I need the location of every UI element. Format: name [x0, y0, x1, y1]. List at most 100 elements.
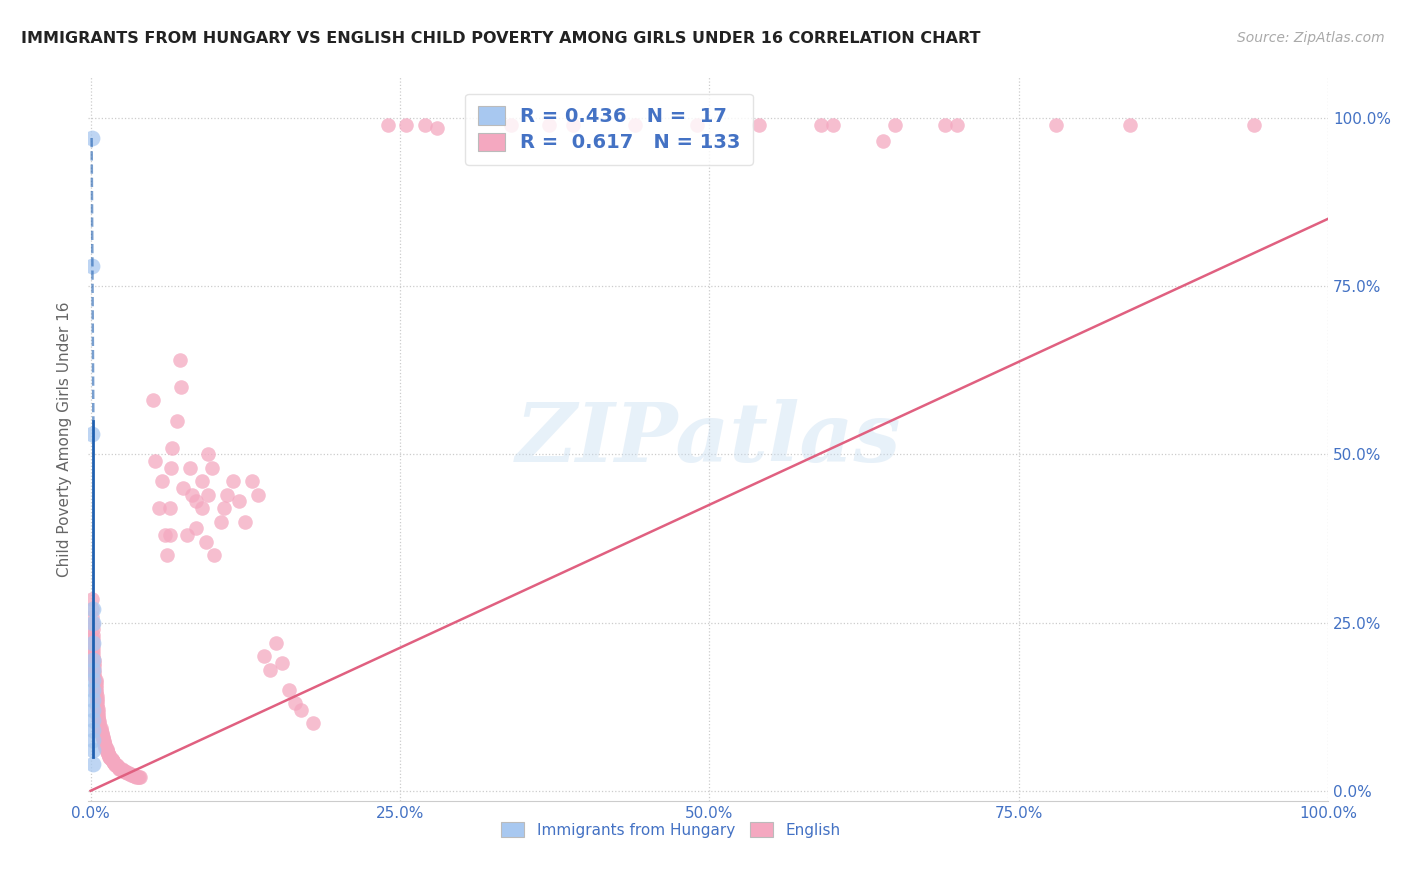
Point — [82, 641, 104, 656]
Point — [101, 755, 124, 769]
Point — [426, 120, 449, 135]
Point — [501, 118, 523, 132]
Point — [82, 615, 104, 630]
Point — [170, 380, 193, 394]
Point — [80, 259, 103, 273]
Point — [87, 713, 110, 727]
Point — [98, 750, 121, 764]
Point — [100, 753, 122, 767]
Point — [110, 762, 132, 776]
Point — [94, 739, 117, 754]
Point — [100, 751, 122, 765]
Point — [96, 742, 118, 756]
Point — [89, 724, 111, 739]
Point — [86, 689, 108, 703]
Point — [80, 131, 103, 145]
Point — [82, 602, 104, 616]
Point — [159, 501, 181, 516]
Point — [259, 663, 281, 677]
Point — [934, 118, 956, 132]
Point — [82, 663, 104, 677]
Point — [100, 752, 122, 766]
Point — [748, 118, 770, 132]
Point — [89, 716, 111, 731]
Point — [302, 716, 325, 731]
Point — [110, 763, 132, 777]
Point — [100, 751, 122, 765]
Point — [82, 756, 104, 771]
Point — [82, 636, 104, 650]
Point — [82, 627, 104, 641]
Point — [129, 770, 152, 784]
Point — [872, 134, 894, 148]
Text: ZIPatlas: ZIPatlas — [516, 399, 901, 479]
Point — [153, 528, 176, 542]
Point — [377, 118, 399, 132]
Point — [222, 474, 245, 488]
Point — [104, 757, 127, 772]
Point — [127, 770, 149, 784]
Point — [121, 767, 143, 781]
Point — [82, 649, 104, 664]
Point — [82, 622, 104, 636]
Point — [82, 632, 104, 647]
Point — [91, 730, 114, 744]
Point — [143, 454, 166, 468]
Point — [413, 118, 436, 132]
Point — [87, 705, 110, 719]
Point — [159, 528, 181, 542]
Point — [84, 673, 107, 687]
Point — [246, 488, 269, 502]
Point — [156, 548, 179, 562]
Point — [82, 713, 104, 727]
Point — [233, 515, 256, 529]
Point — [83, 663, 105, 677]
Point — [90, 726, 112, 740]
Point — [686, 118, 709, 132]
Point — [114, 764, 136, 779]
Point — [112, 764, 135, 778]
Point — [111, 764, 134, 778]
Point — [810, 118, 832, 132]
Point — [562, 118, 585, 132]
Point — [91, 731, 114, 746]
Text: IMMIGRANTS FROM HUNGARY VS ENGLISH CHILD POVERTY AMONG GIRLS UNDER 16 CORRELATIO: IMMIGRANTS FROM HUNGARY VS ENGLISH CHILD… — [21, 31, 980, 46]
Point — [101, 754, 124, 768]
Point — [82, 645, 104, 659]
Point — [128, 770, 150, 784]
Point — [181, 488, 204, 502]
Point — [184, 521, 207, 535]
Point — [124, 769, 146, 783]
Point — [125, 770, 148, 784]
Point — [118, 766, 141, 780]
Point — [87, 707, 110, 722]
Point — [84, 681, 107, 695]
Point — [946, 118, 969, 132]
Point — [101, 754, 124, 768]
Point — [284, 696, 307, 710]
Point — [107, 760, 129, 774]
Point — [141, 393, 163, 408]
Point — [84, 683, 107, 698]
Point — [120, 767, 142, 781]
Point — [82, 733, 104, 747]
Point — [86, 697, 108, 711]
Point — [191, 501, 214, 516]
Point — [1045, 118, 1067, 132]
Point — [537, 118, 560, 132]
Point — [148, 501, 170, 516]
Point — [84, 678, 107, 692]
Point — [264, 636, 287, 650]
Point — [97, 746, 120, 760]
Point — [94, 740, 117, 755]
Point — [83, 669, 105, 683]
Point — [80, 602, 103, 616]
Point — [108, 762, 131, 776]
Point — [86, 694, 108, 708]
Point — [253, 649, 276, 664]
Point — [82, 743, 104, 757]
Point — [1243, 118, 1265, 132]
Point — [395, 118, 418, 132]
Point — [214, 501, 236, 516]
Point — [91, 732, 114, 747]
